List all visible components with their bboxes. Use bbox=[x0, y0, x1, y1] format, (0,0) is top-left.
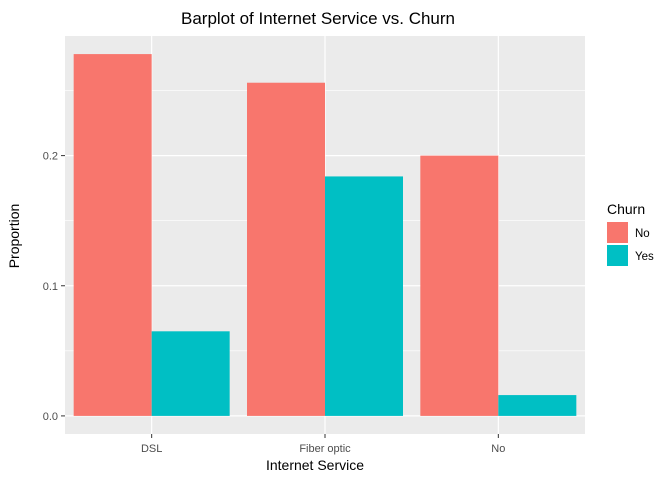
legend-items: No Yes bbox=[607, 222, 654, 266]
y-axis: 0.0 0.1 0.2 bbox=[43, 151, 65, 423]
bar-no-no bbox=[420, 156, 498, 416]
x-axis: DSL Fiber optic No bbox=[141, 434, 505, 455]
legend-label-yes: Yes bbox=[635, 251, 654, 263]
chart-title: Barplot of Internet Service vs. Churn bbox=[181, 9, 455, 28]
x-axis-title: Internet Service bbox=[266, 457, 364, 473]
bar-fiber-optic-yes bbox=[325, 176, 403, 415]
bar-fiber-optic-no bbox=[247, 83, 325, 416]
y-axis-title: Proportion bbox=[6, 204, 22, 269]
plot-panel bbox=[65, 36, 585, 434]
x-tick-label: DSL bbox=[141, 443, 162, 455]
legend-key-no bbox=[607, 222, 628, 243]
y-tick-label: 0.2 bbox=[43, 151, 58, 163]
x-tick-label: Fiber optic bbox=[299, 443, 351, 455]
legend-title: Churn bbox=[607, 201, 645, 217]
legend-key-yes bbox=[607, 245, 628, 266]
legend: Churn No Yes bbox=[607, 201, 654, 266]
x-tick-label: No bbox=[491, 443, 505, 455]
y-tick-label: 0.1 bbox=[43, 281, 58, 293]
bar-dsl-no bbox=[74, 54, 152, 416]
legend-label-no: No bbox=[635, 228, 650, 240]
y-tick-label: 0.0 bbox=[43, 411, 58, 423]
bar-dsl-yes bbox=[152, 331, 230, 416]
bar-no-yes bbox=[498, 395, 576, 416]
